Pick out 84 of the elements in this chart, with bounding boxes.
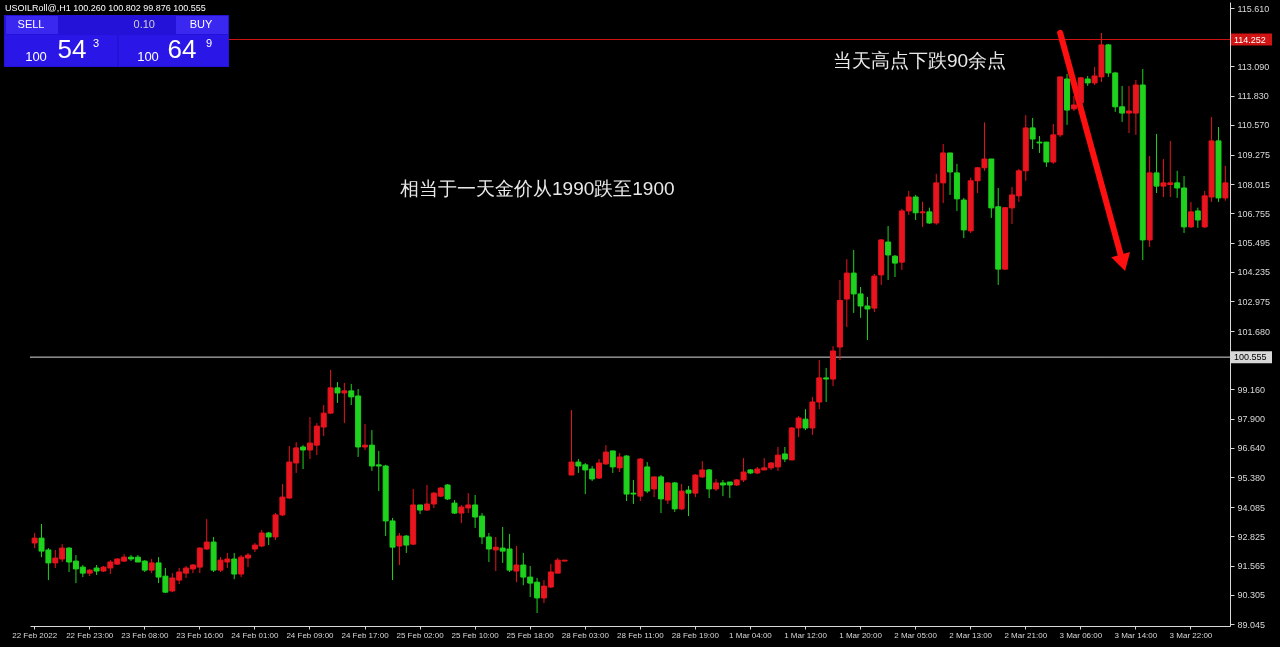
x-tick-label: 28 Feb 11:00: [617, 630, 665, 640]
x-tick-label: 28 Feb 19:00: [671, 630, 720, 640]
annotation: 3: [92, 37, 100, 49]
x-tick-label: 1 Mar 12:00: [784, 630, 828, 640]
y-tick-label: 101.680: [1237, 326, 1271, 337]
candlestick: [609, 450, 616, 474]
x-tick-label: 2 Mar 05:00: [894, 630, 938, 640]
candlestick: [919, 201, 926, 228]
annotation: 100: [137, 49, 159, 64]
ref-line-label: 100.555: [1234, 352, 1267, 363]
candlestick: [823, 367, 830, 403]
candlestick: [678, 483, 685, 511]
x-tick-label: 28 Feb 03:00: [561, 630, 610, 640]
candlestick: [1153, 133, 1160, 194]
candlestick: [912, 194, 919, 221]
x-tick-label: 2 Mar 21:00: [1004, 630, 1048, 640]
y-tick-label: 102.975: [1237, 296, 1271, 307]
y-tick-label: 97.900: [1237, 414, 1266, 425]
candlestick: [334, 381, 341, 404]
y-tick-label: 90.305: [1237, 590, 1266, 601]
ref-line-label: 114.252: [1234, 34, 1266, 45]
candlestick: [802, 408, 809, 431]
x-tick-label: 25 Feb 02:00: [396, 630, 445, 640]
annotation: SELL: [17, 18, 45, 30]
candlestick: [651, 476, 658, 498]
x-tick-label: 1 Mar 20:00: [839, 630, 883, 640]
candlestick: [781, 446, 788, 463]
candlestick: [664, 481, 671, 505]
x-tick-label: 3 Mar 22:00: [1169, 630, 1213, 640]
candlestick: [396, 532, 403, 566]
candlestick: [492, 536, 499, 572]
x-tick-label: 22 Feb 23:00: [66, 630, 114, 640]
y-tick-label: 94.085: [1237, 502, 1266, 513]
candlestick: [706, 468, 713, 499]
candlestick: [300, 444, 307, 470]
y-tick-label: 111.830: [1237, 91, 1269, 102]
x-tick-label: 22 Feb 2022: [12, 630, 58, 640]
annotation: 54: [57, 34, 87, 64]
y-tick-label: 89.045: [1237, 619, 1266, 630]
candlestick: [1029, 117, 1036, 150]
annotation: 当天高点下跌90余点: [833, 50, 1007, 71]
y-tick-label: 113.090: [1237, 61, 1270, 72]
annotation: 64: [167, 34, 197, 64]
candlestick: [657, 474, 664, 514]
x-tick-label: 1 Mar 04:00: [729, 630, 773, 640]
x-tick-label: 3 Mar 06:00: [1059, 630, 1103, 640]
y-tick-label: 99.160: [1237, 384, 1266, 395]
candlestick: [1194, 207, 1201, 229]
candlestick: [231, 552, 238, 580]
x-tick-label: 25 Feb 18:00: [506, 630, 555, 640]
x-tick-label: 23 Feb 08:00: [121, 630, 169, 640]
x-tick-label: 2 Mar 13:00: [949, 630, 993, 640]
candlestick: [513, 545, 520, 583]
x-tick-label: 3 Mar 14:00: [1114, 630, 1158, 640]
y-tick-label: 105.495: [1237, 238, 1271, 249]
chart-title: USOILRoll@,H1 100.260 100.802 99.876 100.555: [5, 3, 206, 13]
x-tick-label: 23 Feb 16:00: [176, 630, 224, 640]
y-tick-label: 92.825: [1237, 531, 1266, 542]
y-tick-label: 91.565: [1237, 561, 1266, 572]
y-tick-label: 104.235: [1237, 267, 1271, 278]
candlestick: [1070, 95, 1077, 112]
x-tick-label: 24 Feb 17:00: [341, 630, 390, 640]
candlestick: [1187, 201, 1194, 229]
candlestick: [341, 382, 348, 424]
y-tick-label: 115.610: [1237, 3, 1270, 14]
y-tick-label: 109.275: [1237, 150, 1271, 161]
candlestick: [1222, 165, 1229, 202]
x-tick-label: 24 Feb 01:00: [231, 630, 280, 640]
y-tick-label: 110.570: [1237, 120, 1270, 131]
candlestick: [362, 423, 369, 451]
annotation: 相当于一天金价从1990跌至1900: [400, 178, 675, 199]
annotation: 9: [205, 37, 213, 49]
x-tick-label: 24 Feb 09:00: [286, 630, 335, 640]
y-tick-label: 96.640: [1237, 443, 1266, 454]
annotation: 100: [25, 49, 47, 64]
x-tick-label: 25 Feb 10:00: [451, 630, 500, 640]
y-tick-label: 106.755: [1237, 208, 1271, 219]
y-tick-label: 108.015: [1237, 179, 1271, 190]
y-tick-label: 95.380: [1237, 472, 1266, 483]
annotation: 0.10: [133, 18, 155, 30]
candlestick: [616, 452, 623, 473]
candlestick: [568, 409, 575, 476]
annotation: BUY: [189, 18, 213, 30]
candlestick: [685, 485, 692, 517]
